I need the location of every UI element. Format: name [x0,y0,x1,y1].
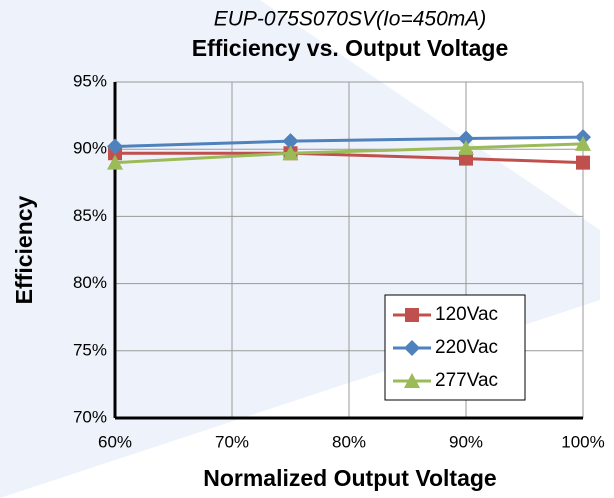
marker [458,139,474,155]
y-tick-label: 85% [73,206,107,225]
marker [404,373,420,388]
marker [282,133,299,150]
y-tick-label: 95% [73,71,107,90]
marker [575,135,591,151]
marker [404,340,420,356]
chart-subtitle: EUP-075S070SV(Io=450mA) [214,8,487,31]
x-tick-label: 100% [561,432,604,451]
x-tick-label: 60% [98,432,132,451]
marker [576,155,590,170]
legend-label: 120Vac [435,304,498,325]
marker [107,154,123,170]
marker [459,151,473,166]
marker [405,308,419,322]
marker [107,138,123,155]
x-tick-label: 70% [215,432,249,451]
y-tick-label: 90% [73,139,107,158]
x-tick-label: 80% [332,432,366,451]
marker [458,130,474,147]
legend-label: 277Vac [435,370,498,391]
y-axis-label: Efficiency [11,195,37,304]
x-axis-label: Normalized Output Voltage [203,465,496,491]
series-line [115,151,584,165]
chart-title: Efficiency vs. Output Voltage [192,35,509,61]
watermark [0,0,600,498]
y-tick-label: 80% [73,273,107,292]
series-line [114,142,584,165]
series-line [114,135,584,149]
marker [282,145,299,161]
y-tick-label: 75% [73,340,107,359]
x-tick-label: 90% [449,432,483,451]
y-tick-label: 70% [73,407,107,426]
legend-label: 220Vac [435,337,498,358]
